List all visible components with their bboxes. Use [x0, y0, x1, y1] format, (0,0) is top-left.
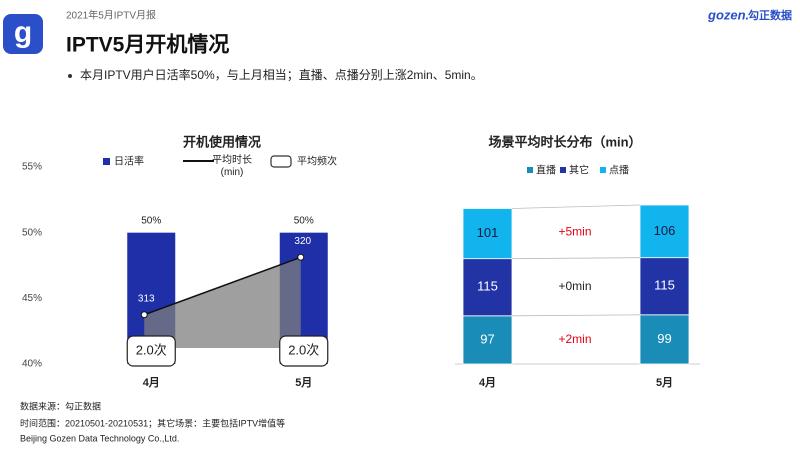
logo-mark — [3, 14, 43, 54]
legend-swatch — [560, 167, 566, 173]
segment-label: 99 — [657, 331, 671, 346]
range-note: 时间范围：20210501-20210531；其它场景：主要包括IPTV增值等 — [20, 417, 285, 428]
x-tick-label: 5月 — [295, 376, 312, 389]
legend-swatch — [527, 167, 533, 173]
bullet-dot — [68, 74, 72, 78]
frequency-label: 2.0次 — [136, 342, 167, 357]
y-tick-label: 50% — [22, 227, 42, 238]
bar-segment — [639, 204, 690, 259]
segment-label: 97 — [480, 331, 494, 346]
legend-swatch — [600, 167, 606, 173]
legend-label: 平均频次 — [297, 155, 337, 168]
segment-label: 106 — [654, 223, 676, 238]
legend-label: 直播 — [536, 164, 556, 177]
logo-brand: gozen. — [707, 7, 749, 22]
chart-title: 开机使用情况 — [183, 134, 261, 149]
line-point — [297, 253, 305, 261]
line-value-label: 313 — [138, 293, 155, 304]
y-tick-label: 45% — [22, 293, 42, 304]
line-value-label: 320 — [294, 236, 311, 247]
page-title: IPTV5月开机情况 — [66, 33, 229, 57]
change-annotation: +5min — [558, 225, 591, 239]
bar-value-label: 50% — [294, 215, 314, 226]
logo-cn: 勾正数据 — [748, 8, 792, 22]
frequency-box — [126, 335, 176, 367]
segment-label: 101 — [477, 225, 499, 240]
change-annotation: +2min — [558, 332, 591, 346]
bar-segment — [639, 314, 690, 365]
logo-g: g — [14, 16, 32, 49]
connector — [511, 257, 641, 260]
area-shade — [144, 257, 301, 348]
x-tick-label: 4月 — [479, 376, 496, 389]
change-annotation: +0min — [558, 279, 591, 293]
bar-value-label: 50% — [141, 215, 161, 226]
company-note: Beijing Gozen Data Technology Co.,Ltd. — [20, 433, 179, 443]
y-tick-label: 55% — [22, 162, 42, 173]
bar-segment — [462, 208, 513, 260]
line — [143, 256, 302, 316]
x-tick-label: 5月 — [656, 376, 673, 389]
y-tick-label: 40% — [22, 359, 42, 370]
report-name: 2021年5月IPTV月报 — [66, 9, 156, 22]
frequency-label: 2.0次 — [288, 342, 319, 357]
bullet-text: 本月IPTV用户日活率50%，与上月相当；直播、点播分别上涨2min、5min。 — [80, 67, 483, 82]
legend-label: 点播 — [609, 164, 629, 177]
connector — [511, 314, 641, 317]
legend-label: 平均时长 (min) — [212, 155, 252, 178]
legend-label: 日活率 — [114, 155, 144, 168]
legend-swatch — [103, 158, 110, 165]
connector — [511, 204, 641, 209]
segment-label: 115 — [477, 279, 498, 294]
segment-label: 115 — [654, 278, 675, 293]
frequency-box — [279, 335, 329, 367]
bar-segment — [639, 257, 690, 316]
line-point — [140, 311, 148, 319]
chart-title: 场景平均时长分布（min） — [488, 134, 641, 149]
source-note: 数据来源：勾正数据 — [20, 400, 101, 411]
legend-swatch — [270, 155, 292, 168]
x-tick-label: 4月 — [143, 376, 160, 389]
legend-label: 其它 — [569, 164, 589, 177]
